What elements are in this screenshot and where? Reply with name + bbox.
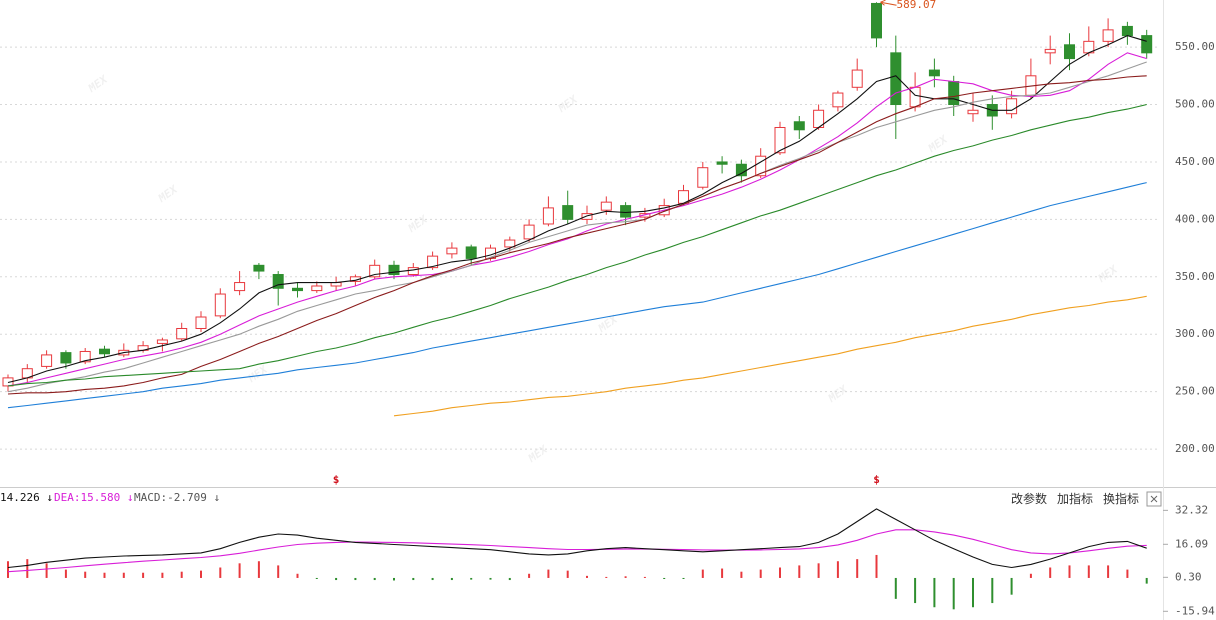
candle-body <box>890 52 902 106</box>
moving-average-line <box>7 52 1147 387</box>
button[interactable]: 加指标 <box>1057 492 1094 506</box>
candle-body <box>253 264 265 272</box>
macd-label: MACD:-2.709 ↓ <box>134 491 221 504</box>
candle-body <box>542 207 554 225</box>
candle-body <box>79 350 91 363</box>
candle-body <box>774 126 786 154</box>
candle-body <box>716 161 728 165</box>
candle-body <box>1044 48 1056 54</box>
candle-body <box>832 92 844 108</box>
dif-line <box>7 508 1147 569</box>
candle-body <box>581 213 593 220</box>
button[interactable]: 换指标 <box>1103 492 1140 506</box>
dif-label: 14.226 ↓ <box>0 491 53 504</box>
candle-body <box>504 239 516 248</box>
candle-body <box>948 81 960 106</box>
watermark: MEX <box>405 212 431 235</box>
watermark: MEX <box>155 182 181 205</box>
event-marker: $ <box>873 473 880 486</box>
y-tick-label: 200.00 <box>1175 442 1215 455</box>
candle-body <box>1064 44 1075 60</box>
candle-body <box>793 121 805 131</box>
candle-body <box>465 246 477 259</box>
y-tick-label: 400.00 <box>1175 212 1215 225</box>
y-tick-label: 450.00 <box>1175 155 1215 168</box>
y-tick-label: 0.30 <box>1175 570 1202 583</box>
candle-body <box>1006 98 1018 115</box>
dea-line <box>7 529 1147 573</box>
candle-body <box>99 348 110 355</box>
candle-body <box>41 354 53 367</box>
y-tick-label: -15.94 <box>1175 604 1215 617</box>
candle-body <box>871 2 882 39</box>
candle-body <box>523 224 535 240</box>
max-annotation: 589.07 <box>897 0 937 11</box>
candle-body <box>446 247 458 255</box>
event-marker: $ <box>333 473 340 486</box>
moving-average-line <box>7 61 1147 393</box>
watermark: MEX <box>555 92 581 115</box>
candle-body <box>620 205 632 218</box>
candle-body <box>1121 25 1133 37</box>
y-tick-label: 16.09 <box>1175 537 1208 550</box>
candle-body <box>2 377 14 387</box>
button[interactable]: 改参数 <box>1011 492 1048 506</box>
watermark: MEX <box>85 72 111 95</box>
candle-body <box>427 255 439 269</box>
moving-average-line <box>7 35 1147 384</box>
candle-body <box>292 287 303 292</box>
candle-body <box>1141 35 1153 54</box>
watermark: MEX <box>825 382 851 405</box>
candle-body <box>176 327 188 340</box>
y-tick-label: 32.32 <box>1175 503 1208 516</box>
candle-body <box>909 86 921 108</box>
candle-body <box>600 201 612 211</box>
candle-body <box>755 155 767 177</box>
candle-body <box>1102 29 1114 42</box>
candle-body <box>388 264 400 276</box>
close-icon <box>1150 495 1158 503</box>
candle-body <box>60 352 72 364</box>
candle-body <box>407 267 419 276</box>
moving-average-line <box>393 295 1147 417</box>
candle-body <box>562 205 574 220</box>
y-tick-label: 250.00 <box>1175 385 1215 398</box>
y-tick-label: 300.00 <box>1175 327 1215 340</box>
watermark: MEX <box>245 362 271 385</box>
candle-body <box>697 167 709 188</box>
candle-body <box>311 285 323 292</box>
candle-body <box>928 69 940 77</box>
annotation-arrow <box>880 0 897 6</box>
candle-body <box>735 163 747 177</box>
candle-body <box>195 316 207 329</box>
y-tick-label: 350.00 <box>1175 270 1215 283</box>
candle-body <box>851 69 863 88</box>
candle-body <box>234 282 246 292</box>
watermark: MEX <box>1095 262 1121 285</box>
y-tick-label: 550.00 <box>1175 40 1215 53</box>
candle-body <box>272 274 284 289</box>
dea-label: DEA:15.580 ↓ <box>54 491 134 504</box>
y-tick-label: 500.00 <box>1175 98 1215 111</box>
candle-body <box>369 264 381 278</box>
moving-average-line <box>7 103 1147 387</box>
candle-body <box>214 293 226 317</box>
moving-average-line <box>7 182 1147 409</box>
moving-average-line <box>7 75 1147 395</box>
watermark: MEX <box>525 442 551 465</box>
candle-body <box>156 339 168 344</box>
candle-body <box>967 109 979 115</box>
